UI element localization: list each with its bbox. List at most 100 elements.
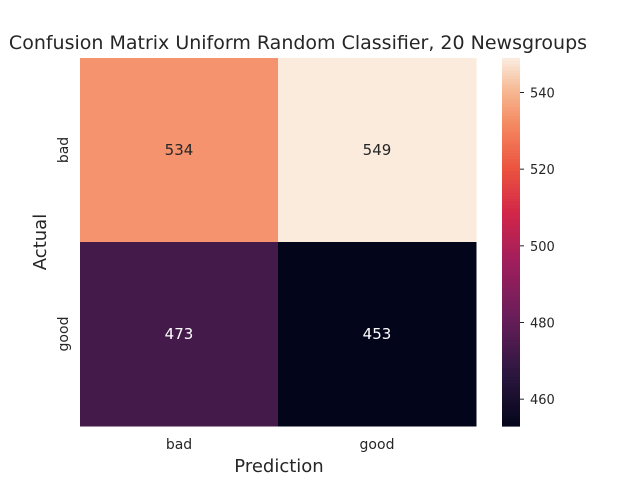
colorbar-segment	[502, 174, 520, 179]
colorbar-segment	[502, 186, 520, 191]
colorbar-segment	[502, 330, 520, 335]
colorbar-segment	[502, 58, 520, 62]
colorbar-segment	[502, 73, 520, 77]
colorbar-segment	[502, 202, 520, 206]
colorbar-segment	[502, 327, 520, 332]
colorbar-segment	[502, 410, 520, 415]
colorbar-segment	[502, 321, 520, 326]
colorbar-segment	[502, 226, 520, 231]
colorbar-segment	[502, 300, 520, 304]
colorbar-tick-label: 480	[530, 317, 555, 332]
colorbar-segment	[502, 82, 520, 87]
colorbar-segment	[502, 288, 520, 292]
colorbar-segment	[502, 303, 520, 307]
colorbar-segment	[502, 389, 520, 393]
colorbar-segment	[502, 266, 520, 271]
colorbar-segment	[502, 153, 520, 157]
colorbar-segment	[502, 192, 520, 197]
colorbar-segment	[502, 284, 520, 289]
colorbar-segment	[502, 156, 520, 160]
y-axis-label: Actual	[30, 214, 51, 270]
colorbar-segment	[502, 376, 520, 381]
heatmap-cell	[278, 58, 477, 243]
colorbar-segment	[502, 294, 520, 298]
chart-title: Confusion Matrix Uniform Random Classifi…	[9, 32, 587, 54]
colorbar-segment	[502, 183, 520, 188]
colorbar-segment	[502, 223, 520, 228]
colorbar-segment	[502, 214, 520, 219]
colorbar-segment	[502, 318, 520, 323]
y-tick-labels: bad good	[56, 137, 72, 352]
colorbar-segment	[502, 171, 520, 176]
colorbar-segment	[502, 217, 520, 222]
colorbar-segment	[502, 334, 520, 338]
colorbar-segment	[502, 272, 520, 277]
colorbar-segment	[502, 337, 520, 341]
colorbar-segment	[502, 70, 520, 74]
colorbar-segment	[502, 220, 520, 225]
colorbar-segment	[502, 340, 520, 344]
colorbar-segment	[502, 355, 520, 360]
colorbar-segment	[502, 208, 520, 212]
colorbar-segment	[502, 107, 520, 111]
colorbar-segment	[502, 413, 520, 418]
colorbar-segment	[502, 416, 520, 421]
colorbar-segment	[502, 398, 520, 403]
x-tick-label: good	[360, 437, 395, 453]
colorbar-segment	[502, 238, 520, 243]
colorbar-segment	[502, 97, 520, 102]
colorbar-segment	[502, 419, 520, 424]
colorbar-segment	[502, 254, 520, 258]
colorbar-segment	[502, 401, 520, 406]
colorbar-segment	[502, 312, 520, 317]
colorbar: 460 480 500 520 540	[502, 58, 555, 427]
heatmap-cell	[80, 58, 279, 243]
x-tick-labels: bad good	[166, 437, 395, 453]
colorbar-segment	[502, 343, 520, 347]
cell-value-label: 473	[165, 325, 194, 343]
colorbar-segment	[502, 392, 520, 396]
colorbar-segment	[502, 162, 520, 166]
colorbar-segment	[502, 165, 520, 169]
colorbar-segment	[502, 245, 520, 249]
colorbar-segment	[502, 116, 520, 120]
colorbar-segment	[502, 104, 520, 108]
colorbar-segment	[502, 352, 520, 357]
colorbar-segment	[502, 257, 520, 261]
cell-value-label: 453	[363, 325, 392, 343]
colorbar-segment	[502, 309, 520, 314]
colorbar-segment	[502, 380, 520, 384]
colorbar-tick-label: 540	[530, 87, 555, 102]
colorbar-segment	[502, 110, 520, 114]
colorbar-segment	[502, 113, 520, 117]
colorbar-tick-label: 460	[530, 393, 555, 408]
colorbar-segment	[502, 61, 520, 65]
colorbar-segment	[502, 297, 520, 301]
colorbar-segment	[502, 76, 520, 81]
colorbar-segment	[502, 79, 520, 84]
colorbar-segment	[502, 189, 520, 194]
colorbar-segment	[502, 137, 520, 142]
colorbar-segment	[502, 235, 520, 240]
colorbar-segment	[502, 196, 520, 200]
colorbar-segment	[502, 88, 520, 93]
y-tick-label: bad	[56, 137, 72, 163]
colorbar-segment	[502, 395, 520, 399]
x-tick-label: bad	[166, 437, 192, 453]
colorbar-segment	[502, 364, 520, 369]
colorbar-segment	[502, 205, 520, 209]
colorbar-tick-label: 500	[530, 240, 555, 255]
colorbar-segment	[502, 150, 520, 154]
colorbar-segment	[502, 232, 520, 237]
colorbar-segment	[502, 177, 520, 182]
colorbar-segment	[502, 404, 520, 409]
colorbar-segment	[502, 143, 520, 148]
colorbar-segment	[502, 229, 520, 234]
colorbar-segment	[502, 275, 520, 280]
colorbar-segment	[502, 315, 520, 320]
colorbar-segment	[502, 242, 520, 246]
colorbar-segment	[502, 370, 520, 375]
colorbar-segment	[502, 91, 520, 96]
colorbar-segment	[502, 159, 520, 163]
colorbar-segment	[502, 140, 520, 145]
